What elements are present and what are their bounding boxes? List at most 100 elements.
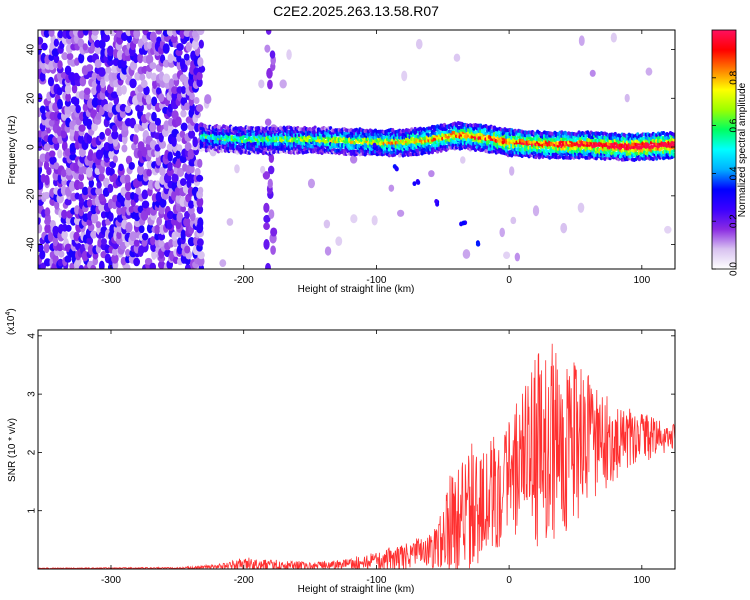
spectrogram-cell: [128, 161, 135, 170]
spectrogram-cell: [146, 168, 152, 177]
spectrogram-cell: [77, 30, 85, 39]
spectrogram-cell: [73, 231, 80, 242]
spectrogram-cell: [61, 52, 69, 61]
spectrogram-cell: [86, 118, 93, 128]
spectrogram-cell: [38, 36, 44, 45]
spectrogram-cell: [109, 161, 117, 169]
spectrogram-cell: [141, 200, 150, 209]
spectrogram-cell: [125, 221, 133, 233]
spectrogram-cell: [159, 198, 167, 208]
spectrogram-cell: [460, 156, 466, 164]
spectrogram-cell: [189, 92, 195, 101]
spectrogram-cell: [155, 87, 162, 95]
spectrogram-cell: [159, 166, 166, 177]
snr-y-ticks: 1 2 3 4: [26, 333, 675, 513]
spectrogram-cell: [197, 158, 203, 168]
spectrogram-cell: [154, 117, 162, 126]
spectrogram-cell: [95, 187, 103, 196]
spectrogram-cell: [188, 130, 196, 139]
spectrogram-cell: [90, 230, 98, 239]
spectrogram-cell: [197, 217, 204, 229]
spectrogram-cell: [184, 171, 193, 181]
spectrogram-cell: [69, 262, 75, 269]
spectrogram-cell: [104, 127, 112, 137]
spectrogram-cell: [475, 241, 480, 247]
spectrogram-cell: [180, 85, 187, 94]
spectrogram-cell: [167, 151, 173, 162]
snr-x-ticks: -300 -200 -100 0 100: [101, 330, 651, 586]
spectrogram-cell: [54, 200, 60, 210]
spectrogram-cell: [61, 140, 68, 152]
spectrogram-cell: [73, 72, 80, 81]
spectrogram-cell: [43, 242, 50, 254]
spectrogram-cell: [73, 96, 80, 107]
spectrogram-cell: [187, 200, 195, 209]
spectrogram-cell: [176, 43, 184, 51]
colorbar-tick-label: 0.6: [729, 118, 740, 132]
spectrogram-cell: [577, 202, 585, 213]
spectrogram-cell: [41, 42, 48, 51]
spectrogram-cell: [98, 193, 106, 202]
spectrogram-cell: [64, 65, 72, 76]
spectrogram-cell: [47, 76, 55, 87]
spectrogram-cell: [267, 79, 273, 90]
spectrogram-cell: [104, 73, 110, 82]
spectrogram-cell: [57, 258, 64, 267]
spectrogram-cell: [88, 149, 94, 160]
y-tick-label: 0: [26, 144, 37, 150]
spectrogram-cell: [268, 209, 275, 219]
spectrogram-cell: [38, 223, 43, 234]
x-tick-label: -200: [234, 575, 254, 586]
snr-y-label: SNR (10 * v/v): [7, 418, 18, 482]
spectrogram-cell: [141, 238, 148, 247]
spectrogram-cell: [672, 152, 675, 157]
snr-exponent-base: (x10: [6, 315, 17, 335]
spectrogram-cell: [578, 35, 585, 47]
spectrogram-cell: [132, 134, 139, 145]
spectrogram-cell: [65, 224, 72, 232]
spectrogram-cell: [49, 156, 57, 165]
spectrogram-cell: [151, 249, 157, 260]
spectrogram-cell: [415, 38, 423, 50]
spectrogram-cell: [610, 32, 617, 43]
spectrogram-cell: [286, 49, 292, 60]
spectrogram-cell: [83, 87, 91, 96]
spectrogram-cell: [263, 239, 270, 250]
spectrogram-cell: [179, 130, 186, 138]
spectrogram-cell: [44, 223, 52, 234]
spectrogram-cell: [91, 30, 99, 36]
spectrogram-cell: [196, 205, 204, 215]
spectrogram-cell: [258, 79, 265, 89]
spectrogram-cell: [175, 150, 181, 159]
spectrogram-cell: [324, 246, 332, 256]
spectrogram-cell: [124, 191, 133, 201]
spectrogram-cell: [43, 143, 51, 152]
spectrogram-cell: [57, 30, 64, 39]
spectrogram-cell: [119, 109, 127, 119]
spectrogram-cell: [82, 30, 89, 36]
spectrogram-cell: [149, 62, 157, 70]
spectrogram-cell: [133, 53, 139, 64]
spectrogram-cell: [150, 72, 158, 82]
spectrogram-cell: [140, 79, 148, 88]
spectrogram-cell: [86, 198, 93, 208]
spectrogram-cell: [672, 132, 675, 137]
spectrogram-cell: [170, 34, 178, 44]
spectrogram-cell: [141, 189, 149, 200]
x-tick-label: 0: [506, 275, 512, 286]
spectrogram-y-label: Frequency (Hz): [7, 116, 18, 185]
spectrogram-cell: [52, 236, 59, 247]
spectrogram-cell: [150, 236, 156, 246]
spectrogram-cell: [191, 30, 199, 38]
spectrogram-cell: [107, 58, 114, 67]
spectrogram-cell: [39, 71, 46, 82]
spectrogram-cell: [56, 243, 64, 252]
spectrogram-cell: [100, 78, 106, 89]
colorbar-label: Normalized spectral amplitude: [737, 82, 748, 217]
spectrogram-cell: [167, 53, 174, 64]
spectrogram-cell: [149, 31, 157, 43]
spectrogram-cell: [143, 85, 150, 96]
spectrogram-cell: [166, 30, 174, 37]
spectrogram-cell: [78, 181, 84, 190]
